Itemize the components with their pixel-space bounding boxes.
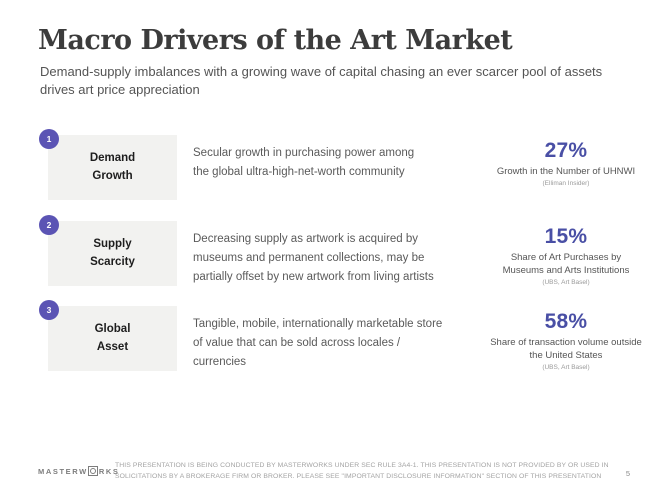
- stat-source: (Elliman Insider): [542, 179, 590, 187]
- driver-label-box: Global Asset: [48, 306, 177, 371]
- driver-description: Decreasing supply as artwork is acquired…: [193, 233, 434, 283]
- logo-text-suffix: RKS: [98, 466, 120, 476]
- stat-source: (UBS, Art Basel): [542, 278, 590, 286]
- driver-label-box: Supply Scarcity: [48, 221, 177, 286]
- driver-row-supply-scarcity: 2 Supply Scarcity Decreasing supply as a…: [0, 215, 670, 301]
- step-number-badge: 1: [39, 129, 59, 149]
- driver-stat: 58% Share of transaction volume outside …: [468, 310, 664, 371]
- driver-row-demand-growth: 1 Demand Growth Secular growth in purcha…: [0, 129, 670, 215]
- stat-value: 27%: [544, 139, 588, 162]
- driver-row-global-asset: 3 Global Asset Tangible, mobile, interna…: [0, 300, 670, 386]
- stat-value: 15%: [544, 225, 588, 248]
- driver-stat: 27% Growth in the Number of UHNWI (Ellim…: [468, 139, 664, 187]
- step-number-badge: 2: [39, 215, 59, 235]
- page-title: Macro Drivers of the Art Market: [38, 25, 513, 56]
- logo-text-prefix: MASTERW: [38, 466, 88, 476]
- driver-description: Secular growth in purchasing power among…: [193, 147, 415, 178]
- stat-label: Share of transaction volume outside the …: [490, 337, 642, 361]
- logo-o-icon: [87, 466, 98, 476]
- stat-label: Growth in the Number of UHNWI: [496, 166, 636, 178]
- step-number-badge: 3: [39, 300, 59, 320]
- driver-label: Global Asset: [94, 323, 131, 353]
- stat-label: Share of Art Purchases by Museums and Ar…: [502, 252, 630, 276]
- driver-label-box: Demand Growth: [48, 135, 177, 200]
- driver-label: Supply Scarcity: [90, 238, 135, 268]
- driver-description: Tangible, mobile, internationally market…: [193, 318, 443, 368]
- masterworks-logo: MASTERW RKS: [38, 465, 119, 477]
- page-subtitle: Demand-supply imbalances with a growing …: [40, 64, 603, 98]
- page-number: 5: [625, 469, 631, 478]
- footer-disclaimer: THIS PRESENTATION IS BEING CONDUCTED BY …: [115, 462, 609, 480]
- driver-stat: 15% Share of Art Purchases by Museums an…: [468, 225, 664, 286]
- stat-source: (UBS, Art Basel): [542, 363, 590, 371]
- driver-label: Demand Growth: [89, 152, 136, 182]
- stat-value: 58%: [544, 310, 588, 333]
